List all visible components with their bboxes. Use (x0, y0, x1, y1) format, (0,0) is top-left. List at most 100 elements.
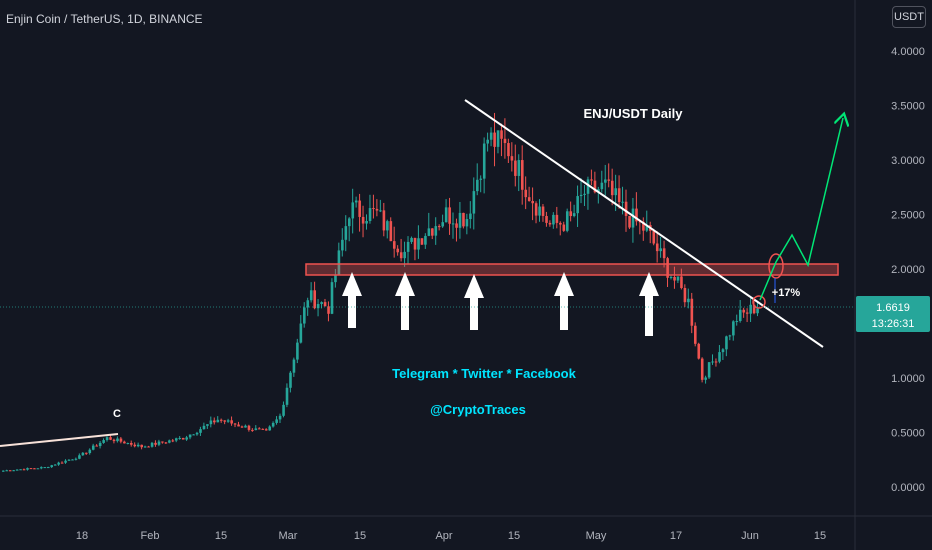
currency-button[interactable]: USDT (892, 6, 926, 28)
candle-body (268, 426, 272, 431)
candle-body (337, 250, 341, 276)
candle-body (607, 179, 611, 181)
candle-body (178, 438, 182, 440)
candle-body (303, 307, 306, 324)
projection-path (759, 118, 843, 301)
candle-body (71, 459, 74, 461)
price-tag (856, 296, 930, 332)
candle-body (299, 323, 303, 343)
candle-body (403, 251, 406, 259)
candle-body (382, 210, 386, 231)
candle-body (323, 302, 327, 307)
y-tick-label: 1.0000 (891, 373, 925, 385)
candle-body (354, 200, 358, 203)
candle-body (22, 469, 26, 471)
breakout-circle (768, 253, 784, 279)
candle-body (60, 462, 64, 464)
candle-body (455, 223, 458, 228)
candle-body (745, 312, 749, 314)
candle-body (98, 442, 102, 447)
candle-body (482, 143, 486, 179)
candle-body (517, 160, 521, 176)
candle-body (164, 442, 168, 444)
candle-body (635, 208, 638, 222)
candle-body (53, 464, 57, 466)
candle-body (161, 441, 164, 443)
candle-body (690, 298, 694, 326)
support-arrow (639, 272, 659, 336)
candle-body (552, 214, 555, 225)
candle-body (213, 420, 216, 423)
candle-body (29, 468, 33, 470)
candle-body (67, 459, 71, 461)
candle-body (216, 419, 220, 423)
candle-body (226, 420, 230, 422)
time-axis[interactable]: 18 Feb 15 Mar 15 Apr 15 May 17 Jun 15 (76, 530, 826, 542)
candle-body (389, 221, 393, 242)
candle-body (510, 156, 514, 161)
candle-body (119, 438, 123, 442)
candle-body (531, 201, 534, 204)
candle-body (721, 349, 725, 353)
y-tick-label: 4.0000 (891, 46, 925, 58)
candle-body (282, 404, 285, 416)
candle-body (462, 212, 465, 227)
candle-body (521, 160, 524, 190)
candle-body (469, 213, 472, 220)
x-tick-label: May (586, 530, 607, 542)
candle-body (749, 304, 752, 314)
candle-body (742, 309, 746, 313)
x-tick-label: 15 (215, 530, 227, 542)
candle-body (406, 241, 410, 252)
candle-body (219, 419, 223, 421)
candle-body (264, 429, 268, 431)
candle-body (57, 462, 60, 465)
candle-body (192, 434, 195, 436)
candle-body (105, 437, 109, 441)
candle-body (150, 442, 154, 447)
candle-body (399, 252, 403, 259)
support-resistance-zone (305, 263, 839, 276)
candle-body (451, 223, 455, 225)
candle-body (444, 207, 448, 223)
price-tag-countdown: 13:26:31 (872, 318, 915, 330)
candle-body (420, 238, 424, 245)
support-arrow (554, 272, 574, 330)
candle-body (46, 467, 50, 469)
candle-body (195, 432, 199, 435)
percent-label: +17% (772, 287, 801, 299)
y-tick-label: 0.0000 (891, 482, 925, 494)
candle-body (109, 437, 112, 440)
candle-body (247, 425, 251, 430)
candle-body (112, 439, 116, 442)
candle-body (209, 420, 213, 425)
candle-body (185, 437, 188, 440)
candle-body (126, 442, 130, 444)
candle-body (175, 438, 178, 441)
candle-body (666, 258, 669, 278)
candle-body (379, 210, 382, 212)
candle-body (181, 438, 185, 440)
candle-body (275, 419, 278, 423)
candle-body (441, 222, 445, 227)
candle-body (289, 372, 292, 388)
candle-body (143, 446, 147, 448)
candle-body (12, 470, 15, 472)
candle-body (271, 422, 275, 427)
candle-body (735, 321, 739, 323)
candle-body (254, 428, 258, 431)
candle-body (417, 238, 420, 250)
candle-body (348, 218, 351, 227)
candle-body (157, 441, 161, 445)
candle-body (15, 469, 19, 471)
candle-body (673, 276, 676, 281)
candle-body (617, 188, 621, 202)
candle-body (621, 201, 624, 203)
candle-body (489, 132, 493, 140)
candle-body (171, 440, 175, 442)
candle-body (233, 423, 237, 425)
candle-body (327, 306, 330, 314)
rising-trendline (0, 433, 119, 447)
support-arrow (342, 272, 362, 328)
